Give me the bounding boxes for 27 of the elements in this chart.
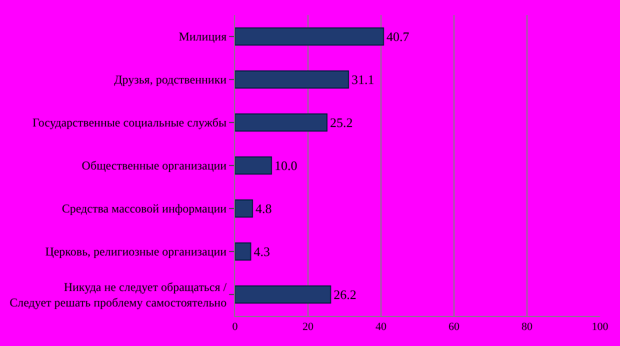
bar — [235, 113, 328, 132]
data-label: 10.0 — [274, 158, 298, 173]
y-tick-label: Никуда не следует обращаться / Следует решать проблему самостоятельно — [10, 280, 228, 310]
x-tick-label: 60 — [448, 321, 460, 334]
data-label: 4.3 — [254, 244, 270, 259]
bar — [235, 156, 272, 175]
bar — [235, 242, 252, 261]
data-label: 25.2 — [330, 115, 353, 130]
y-tick-label: Общественные организации — [82, 158, 228, 173]
y-tick-label: Церковь, религиозные организации — [45, 244, 228, 259]
x-tick-label: 80 — [522, 321, 533, 334]
bar — [235, 199, 254, 218]
y-tick-label: Средства массовой информации — [62, 202, 228, 216]
bar — [235, 27, 384, 46]
data-label: 40.7 — [386, 29, 410, 44]
x-tick-label: 40 — [376, 321, 387, 334]
y-tick-label: Друзья, родственники — [114, 72, 228, 87]
y-tick-label: Милиция — [178, 30, 228, 44]
x-tick-label: 20 — [302, 321, 314, 334]
x-tick-label: 100 — [592, 321, 609, 334]
y-tick-label: Государственные социальные службы — [32, 116, 227, 130]
data-label: 31.1 — [352, 72, 374, 87]
data-label: 26.2 — [334, 287, 356, 302]
bar — [235, 70, 350, 89]
x-tick-label: 0 — [232, 321, 238, 334]
data-label: 4.8 — [256, 201, 272, 216]
bar — [235, 285, 332, 304]
